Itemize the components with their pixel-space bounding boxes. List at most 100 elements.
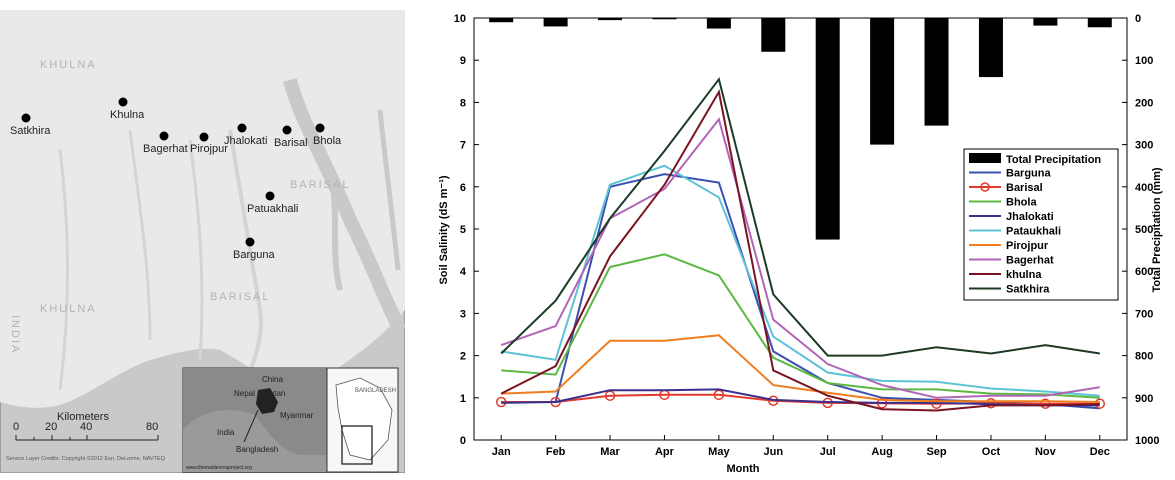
city-marker-barguna xyxy=(245,237,255,247)
precipitation-bar xyxy=(652,18,677,20)
city-label-pirojpur: Pirojpur xyxy=(190,143,228,155)
series-line xyxy=(501,334,1100,403)
legend-label: Pirojpur xyxy=(1006,240,1049,252)
x-tick-label: Mar xyxy=(600,446,620,458)
city-label-bagerhat: Bagerhat xyxy=(143,143,188,155)
city-marker-khulna xyxy=(118,97,128,107)
y-axis-label-right: Total Precipitation (mm) xyxy=(1151,167,1163,292)
precipitation-bar xyxy=(761,18,786,52)
scale-bar-unit: Kilometers xyxy=(57,411,109,423)
city-marker-pirojpur xyxy=(199,132,209,142)
x-tick-label: Nov xyxy=(1035,446,1057,458)
legend-label: Barisal xyxy=(1006,182,1043,194)
legend-label: Barguna xyxy=(1006,168,1052,180)
locator-inset: China Nepal Bhutan India Myanmar Banglad… xyxy=(182,367,399,473)
y-tick-label-right: 1000 xyxy=(1135,435,1159,447)
legend-label: Bagerhat xyxy=(1006,255,1054,267)
chart-panel: Soil Salinity (dS m⁻¹) Total Precipitati… xyxy=(425,0,1175,475)
y-tick-label-right: 500 xyxy=(1135,224,1153,236)
city-marker-patuakhali xyxy=(265,191,275,201)
inset-label-bhutan: Bhutan xyxy=(260,389,285,398)
precipitation-bar xyxy=(489,18,514,23)
y-tick-label-left: 10 xyxy=(454,13,466,25)
x-tick-label: Jun xyxy=(764,446,784,458)
river-branch-f xyxy=(377,109,401,271)
region-map: KHULNA BARISAL BARISAL KHULNA INDIA Satk… xyxy=(0,9,407,474)
precipitation-bar xyxy=(978,18,1003,78)
series-line xyxy=(501,388,1100,407)
city-label-khulna: Khulna xyxy=(110,109,145,121)
precipitation-bar xyxy=(706,18,731,29)
y-tick-label-left: 0 xyxy=(460,435,466,447)
x-tick-label: May xyxy=(708,446,730,458)
inset-label-nepal: Nepal xyxy=(234,389,255,398)
legend-swatch xyxy=(969,153,1001,163)
inset-bangladesh-shape xyxy=(256,388,278,414)
legend-swatch-marker xyxy=(980,182,990,192)
scale-tick-label: 0 xyxy=(13,421,19,433)
y-tick-label-right: 100 xyxy=(1135,55,1153,67)
series-point xyxy=(1040,398,1051,409)
series-line xyxy=(500,117,1100,399)
map-panel: KHULNA BARISAL BARISAL KHULNA INDIA Satk… xyxy=(0,9,407,474)
x-tick-label: Jul xyxy=(820,446,836,458)
city-marker-barisal xyxy=(282,125,292,135)
y-tick-label-right: 700 xyxy=(1135,308,1153,320)
y-tick-label-left: 3 xyxy=(460,308,466,320)
y-tick-label-left: 2 xyxy=(460,351,466,363)
region-label-khulna-south: KHULNA xyxy=(40,303,97,315)
inset-pointer xyxy=(243,409,259,443)
y-tick-label-left: 5 xyxy=(460,224,466,236)
y-tick-label-left: 7 xyxy=(460,140,466,152)
y-axis-label-left: Soil Salinity (dS m⁻¹) xyxy=(438,175,450,284)
x-axis-label: Month xyxy=(727,463,760,475)
river-branch-a xyxy=(327,169,343,291)
legend-label: Bhola xyxy=(1006,197,1037,209)
precipitation-bar xyxy=(815,18,840,240)
y-tick-label-left: 8 xyxy=(460,97,466,109)
inset-label-india: India xyxy=(217,428,235,437)
city-marker-bhola xyxy=(315,123,325,133)
precipitation-bar xyxy=(543,18,568,27)
river-branch-c xyxy=(128,129,152,341)
x-tick-label: Oct xyxy=(982,446,1001,458)
scale-tick-label: 40 xyxy=(80,421,92,433)
city-marker-satkhira xyxy=(21,113,31,123)
series-line xyxy=(501,173,1100,410)
city-label-jhalokati: Jhalokati xyxy=(224,135,267,147)
region-label-barisal-north: BARISAL xyxy=(290,179,350,191)
inset-study-area-box xyxy=(341,425,373,465)
city-label-satkhira: Satkhira xyxy=(10,125,51,137)
precipitation-bar xyxy=(870,18,895,145)
scale-tick-label: 80 xyxy=(146,421,158,433)
scale-tick-label: 20 xyxy=(45,421,57,433)
city-marker-bagerhat xyxy=(159,131,169,141)
region-label-khulna-north: KHULNA xyxy=(40,59,97,71)
precipitation-bar xyxy=(924,18,949,126)
precipitation-bar xyxy=(598,18,623,21)
precipitation-bar xyxy=(1033,18,1058,26)
x-tick-label: Aug xyxy=(871,446,892,458)
salinity-precipitation-chart: Soil Salinity (dS m⁻¹) Total Precipitati… xyxy=(438,13,1163,475)
city-label-patuakhali: Patuakhali xyxy=(247,203,298,215)
inset-url: www.themaidenmaproject.org xyxy=(186,465,252,471)
x-tick-label: Apr xyxy=(655,446,675,458)
scale-bar: Kilometers 0 20 40 80 xyxy=(13,411,159,441)
x-tick-label: Sep xyxy=(926,446,946,458)
y-tick-label-right: 300 xyxy=(1135,140,1153,152)
x-tick-label: Jan xyxy=(492,446,511,458)
region-label-india: INDIA xyxy=(9,315,21,354)
y-tick-label-right: 900 xyxy=(1135,393,1153,405)
y-tick-label-right: 800 xyxy=(1135,351,1153,363)
inset-label-china: China xyxy=(262,375,283,384)
y-tick-label-left: 9 xyxy=(460,55,466,67)
x-tick-label: Dec xyxy=(1090,446,1110,458)
precipitation-bar xyxy=(1087,18,1112,28)
city-label-barisal: Barisal xyxy=(274,137,308,149)
series-line xyxy=(501,164,1100,397)
legend-label: Total Precipitation xyxy=(1006,154,1101,166)
series-line xyxy=(500,76,1100,357)
series-line xyxy=(501,253,1100,399)
river-branch-b xyxy=(228,129,263,401)
city-label-barguna: Barguna xyxy=(233,249,275,261)
